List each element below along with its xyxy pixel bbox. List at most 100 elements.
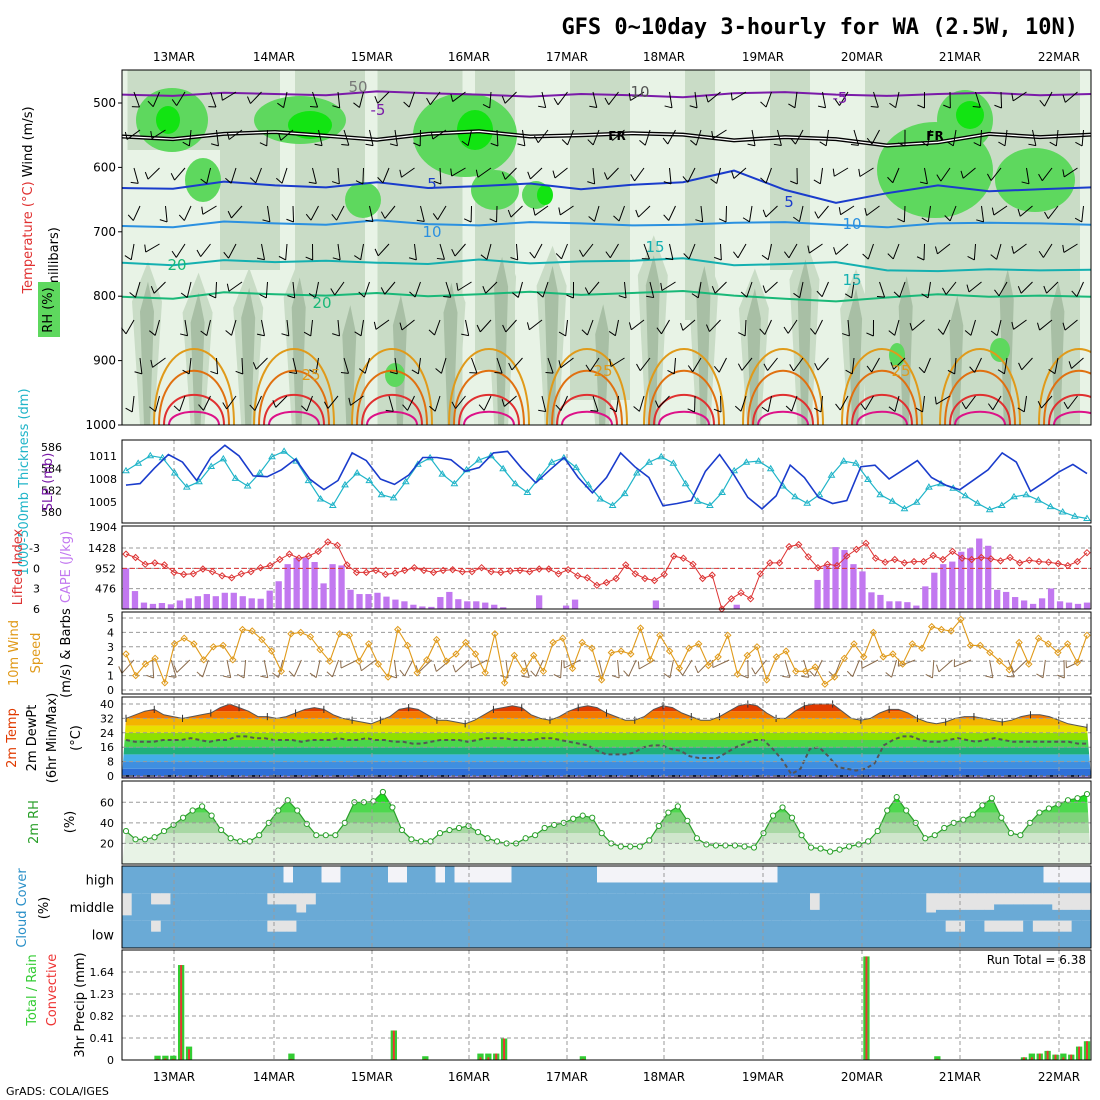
ua-wind-barb-15-6 (502, 319, 517, 333)
ua-wind-barb-29-0 (870, 91, 879, 108)
ua-wind-barb-29-6 (866, 319, 874, 337)
wind-point-82 (918, 644, 926, 652)
cloud-high-gap-101 (1081, 866, 1092, 883)
wind10m-barb-26-flag (611, 675, 620, 679)
wind10m-barb-8-flag (272, 672, 279, 678)
cloud-low-bar-47 (577, 920, 588, 948)
wind10m-barb-45-staff (954, 659, 972, 668)
ua-wind-barb-28-5-flag (844, 293, 852, 299)
thickness-point-41 (620, 489, 629, 497)
lifted-point-85 (939, 555, 947, 564)
ua-wind-barb-10-1-staff (394, 129, 398, 146)
rh2m-point-4 (160, 827, 168, 835)
thickness-point-74 (1022, 490, 1031, 498)
ua-wind-barb-32-2-flag (936, 174, 942, 182)
ua-wind-barb-5-6 (256, 319, 265, 337)
cloud-high-gap-29 (397, 866, 408, 883)
cloud-low-bar-80 (897, 920, 908, 948)
ua-wind-barb-36-0-flag (1039, 99, 1045, 107)
ua-wind-barb-20-8-staff (638, 395, 645, 412)
ua-wind-barb-4-3-staff (231, 205, 243, 219)
ua-wind-barb-29-8-staff (864, 395, 874, 411)
cloud-low-bar-12 (238, 920, 249, 948)
ua-wind-barb-0-0 (131, 91, 140, 108)
ua-wind-barb-21-2-flag (663, 181, 672, 185)
rh2m-point-99 (1064, 797, 1072, 804)
rh-spire-dark-12 (746, 288, 761, 425)
ua-wind-barb-37-3-staff (1081, 205, 1084, 222)
cloud-middle-gap-3 (151, 893, 162, 905)
thickness-point-58 (827, 471, 836, 478)
cloud-middle-bar-84 (935, 909, 947, 921)
ua-wind-barb-5-5-staff (265, 281, 268, 298)
lifted-point-1 (131, 553, 140, 562)
cloud-middle-bar-36 (470, 893, 482, 921)
ua-wind-barb-0-0-staff (133, 91, 140, 108)
lifted-point-48 (583, 574, 592, 582)
rh-mid-region-1 (220, 70, 280, 270)
ua-wind-barb-37-7 (1068, 357, 1084, 369)
ua-wind-barb-32-7 (947, 357, 957, 375)
cloud-middle-bar-93 (1023, 904, 1034, 921)
ua-wind-barb-19-3-staff (618, 205, 625, 222)
cloud-high-bar-2 (141, 866, 151, 894)
ua-wind-barb-24-4 (733, 243, 747, 259)
ua-wind-barb-33-8 (961, 395, 976, 410)
cloud-low-bar-0 (122, 920, 133, 948)
thickness-point-46 (681, 479, 690, 487)
ua-wind-barb-30-2 (887, 167, 900, 184)
ua-wind-barb-31-2-staff (924, 167, 928, 184)
ua-wind-barb-17-1-flag (561, 139, 568, 146)
ua-wind-barb-34-0 (994, 91, 1003, 109)
ua-wind-barb-27-8-staff (820, 395, 823, 412)
ua-wind-barb-15-6-flag (502, 324, 507, 333)
ua-wind-barb-36-6-flag (1037, 322, 1041, 331)
ua-wind-barb-6-7-staff (292, 357, 298, 374)
ua-wind-barb-37-6 (1062, 319, 1078, 331)
ua-wind-barb-32-2 (936, 167, 951, 182)
cloud-low-bar-42 (528, 920, 540, 948)
cloud-high-bar-22 (331, 882, 341, 894)
wind10m-barb-45-flag (953, 659, 955, 667)
ua-wind-barb-9-2-staff (362, 167, 364, 185)
wind10m-barb-13-staff (361, 659, 377, 672)
ua-wind-barb-7-2-flag (308, 181, 317, 185)
ua-wind-barb-0-7-staff (139, 357, 143, 374)
ua-ytick-5: 1000 (85, 418, 116, 432)
ua-wind-barb-12-6-staff (434, 319, 441, 336)
thickness-point-30 (487, 451, 495, 459)
cloud-middle-bar-15 (267, 904, 278, 921)
precip-total-bar-115 (1028, 1053, 1036, 1060)
cape-bar-91 (940, 564, 947, 609)
ua-wind-barb-32-3-staff (949, 205, 957, 222)
rh2m-point-101 (1083, 790, 1091, 798)
ua-wind-barb-29-3-flag (864, 207, 868, 216)
ua-wind-barb-32-4 (934, 243, 951, 255)
ua-wind-barb-22-2-staff (687, 167, 696, 183)
wind10m-barb-37-staff (814, 659, 823, 677)
rh-spire-dark-2 (241, 287, 256, 425)
ua-wind-barb-21-8-staff (658, 395, 670, 408)
lifted-point-61 (708, 571, 716, 579)
ua-wind-barb-14-2-staff (477, 167, 492, 178)
wind10m-barb-27 (623, 659, 637, 677)
ua-wind-barb-1-3-flag (159, 219, 168, 223)
cloud-high-bar-41 (511, 866, 522, 894)
ua-wind-barb-23-0-staff (707, 91, 721, 103)
ua-wind-barb-1-4-staff (145, 243, 160, 253)
cloud-high-gap-52 (616, 866, 626, 883)
cloud-middle-bar-13 (247, 893, 259, 921)
ua-wind-barb-19-7-flag (609, 358, 612, 367)
temp-band-1 (122, 768, 1091, 776)
cape-bar-8 (194, 596, 201, 609)
ua-wind-barb-1-6-flag (148, 330, 156, 336)
ua-wind-barb-27-7-flag (814, 362, 819, 371)
ua-wind-barb-0-4 (124, 243, 135, 261)
cloud-middle-bar-31 (422, 893, 433, 921)
cloud-middle-bar-5 (170, 893, 181, 921)
cape-bar-101 (1029, 603, 1037, 609)
ua-wind-barb-18-2 (587, 167, 596, 185)
wind-point-17 (287, 630, 295, 638)
ua-wind-barb-21-3 (663, 205, 676, 221)
ua-wind-barb-7-7 (309, 357, 319, 375)
